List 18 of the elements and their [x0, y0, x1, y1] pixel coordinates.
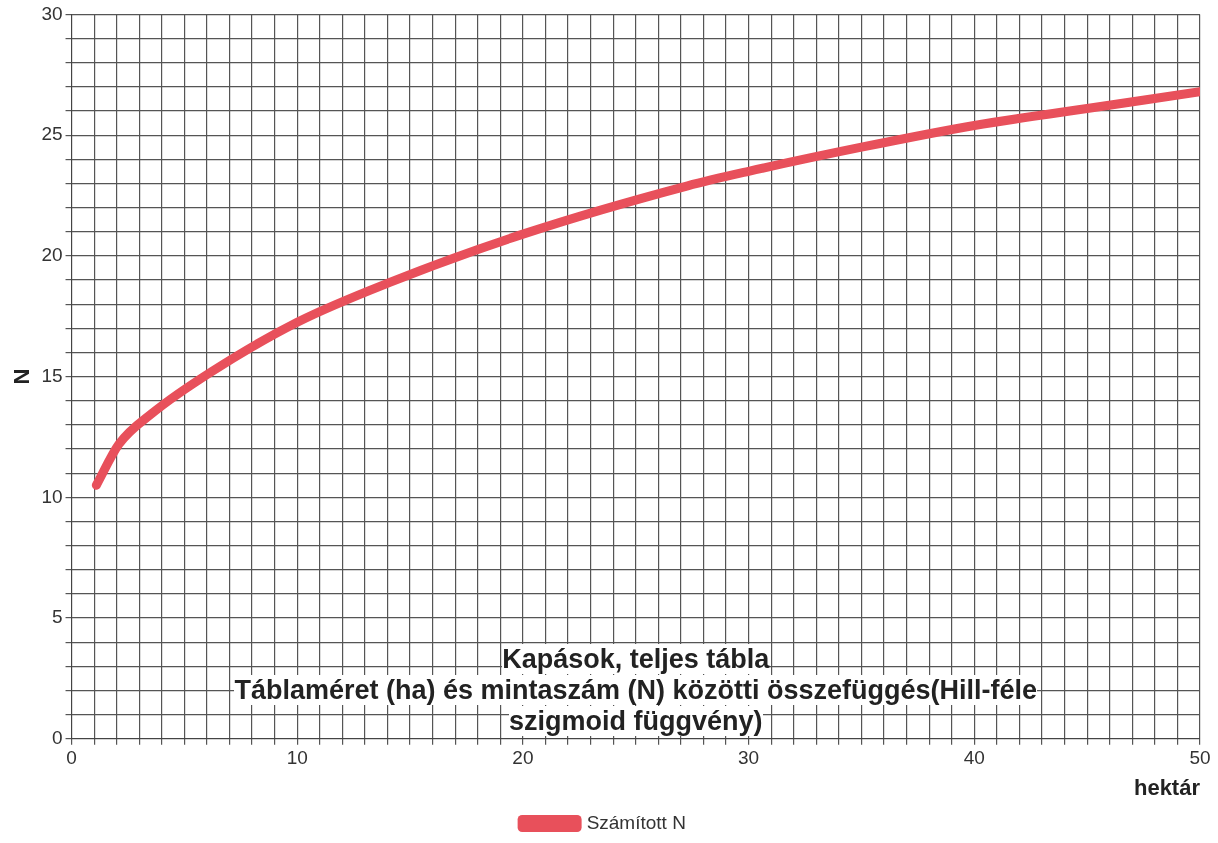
y-tick-label: 5: [51, 606, 63, 628]
y-tick-label: 0: [51, 727, 63, 749]
legend-label: Számított N: [586, 811, 686, 833]
x-tick-label: 0: [66, 747, 77, 769]
text: Kapások, teljes tábla: [502, 643, 770, 674]
y-axis-title: N: [9, 368, 35, 385]
x-tick-label: 10: [286, 747, 308, 769]
y-tick-label: 10: [41, 485, 63, 507]
y-tick-label: 15: [41, 364, 63, 386]
y-tick-label: 20: [41, 244, 63, 266]
y-tick-label: 25: [41, 123, 63, 145]
x-axis-title: hektár: [1133, 774, 1201, 800]
x-tick-label: 50: [1189, 747, 1211, 769]
x-tick-label: 40: [963, 747, 985, 769]
text: Táblaméret (ha) és mintaszám (N) közötti összefüggés(Hill-féle szigmoid függvény): [234, 674, 1038, 736]
y-tick-label: 30: [41, 2, 63, 24]
x-tick-label: 30: [738, 747, 760, 769]
x-tick-label: 20: [512, 747, 534, 769]
